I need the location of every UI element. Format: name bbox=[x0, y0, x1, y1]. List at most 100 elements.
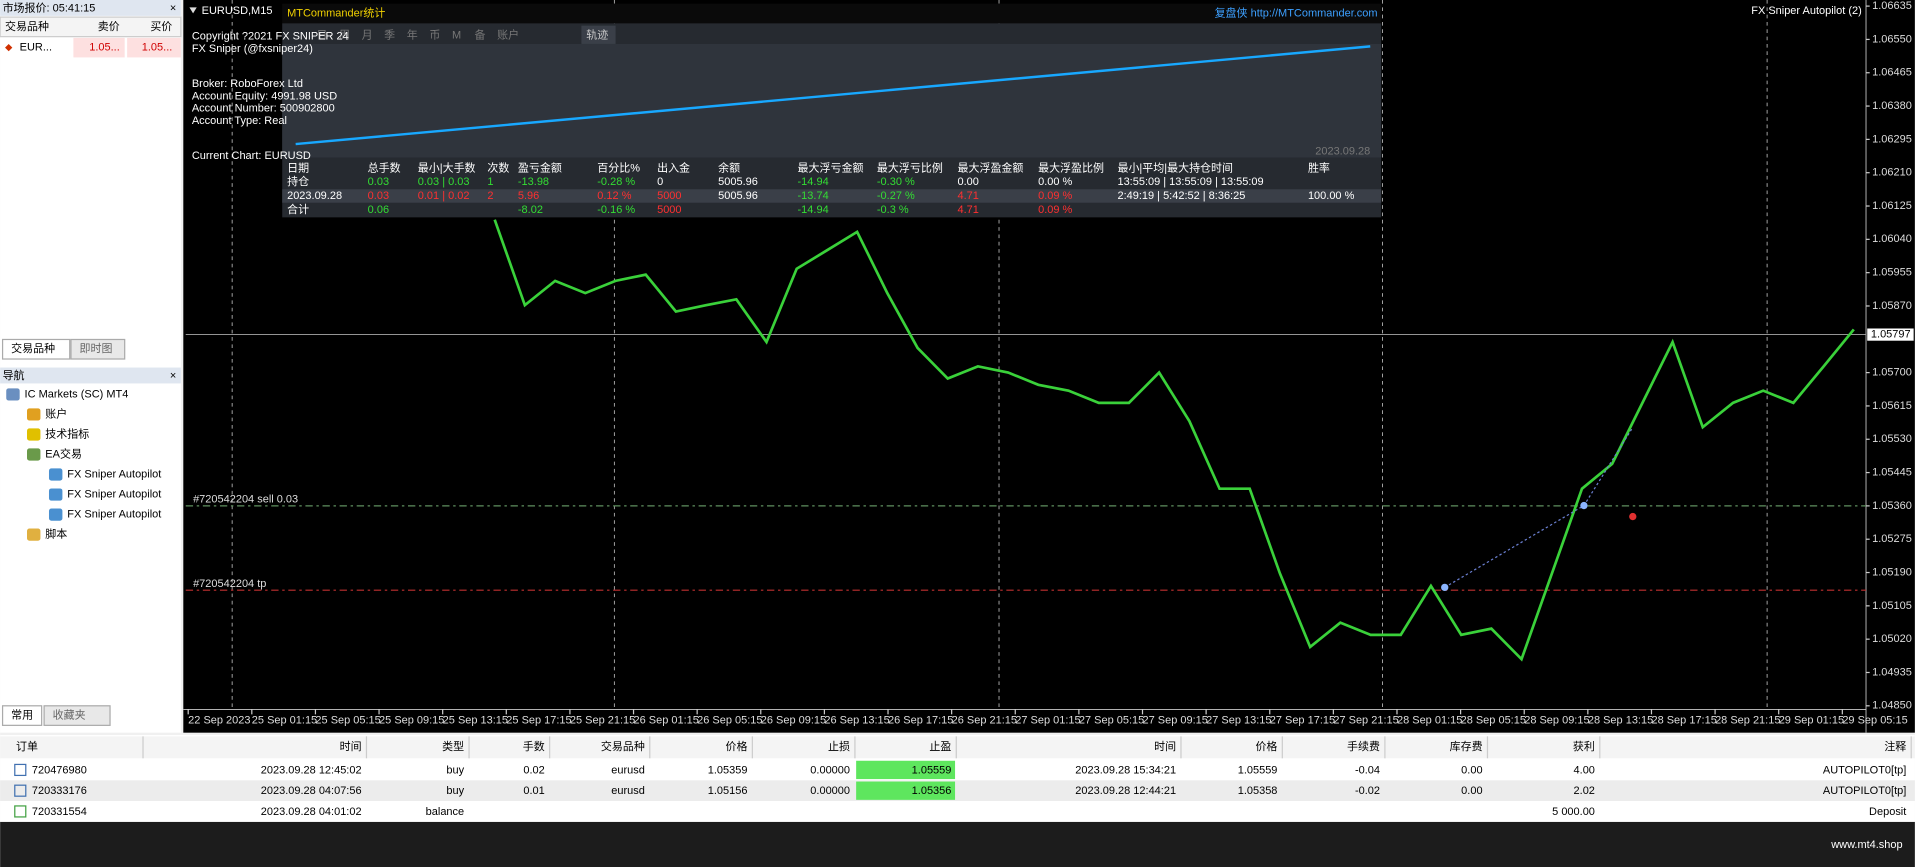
terminal-cell: 0.00 bbox=[1461, 764, 1482, 776]
nav-item[interactable]: 技术指标 bbox=[45, 426, 89, 440]
nav-item[interactable]: FX Sniper Autopilot bbox=[67, 468, 161, 480]
y-tick-label: 1.06125 bbox=[1872, 200, 1912, 212]
panel-tab[interactable] bbox=[1, 338, 71, 360]
curve-date: 2023.09.28 bbox=[1315, 145, 1370, 157]
terminal-header-label[interactable]: 价格 bbox=[1255, 739, 1277, 753]
terminal-row[interactable] bbox=[0, 801, 1915, 822]
period-tab[interactable]: 备 bbox=[475, 27, 486, 41]
terminal-cell: -0.02 bbox=[1355, 785, 1380, 797]
stats-header: 胜率 bbox=[1308, 160, 1330, 174]
terminal-header-label[interactable]: 类型 bbox=[442, 739, 464, 753]
nav-item[interactable]: FX Sniper Autopilot bbox=[67, 508, 161, 520]
close-btn[interactable]: × bbox=[170, 2, 176, 14]
terminal-cell: 0.02 bbox=[523, 764, 544, 776]
stats-cell: -13.74 bbox=[798, 190, 829, 202]
period-tab[interactable]: 币 bbox=[429, 28, 440, 41]
x-tick-label: 25 Sep 17:15 bbox=[506, 714, 571, 726]
period-tab[interactable]: 季 bbox=[384, 28, 395, 41]
tp-cell bbox=[856, 760, 956, 780]
panel-tab[interactable] bbox=[43, 705, 111, 726]
nav-item[interactable]: 账户 bbox=[45, 406, 67, 420]
stats-cell: 13:55:09 | 13:55:09 | 13:55:09 bbox=[1117, 176, 1263, 188]
period-tab[interactable]: 年 bbox=[407, 27, 418, 41]
stats-cell: 1 bbox=[487, 176, 493, 188]
stats-header: 最小|平均|最大持仓时间 bbox=[1117, 160, 1233, 174]
x-tick-label: 25 Sep 01:15 bbox=[252, 714, 317, 726]
stats-cell: 0.09 % bbox=[1038, 204, 1072, 216]
stats-cell: 持仓 bbox=[287, 174, 309, 188]
terminal-cell: -0.04 bbox=[1355, 764, 1380, 776]
terminal-header-label[interactable]: 订单 bbox=[16, 740, 38, 753]
terminal-header-label[interactable]: 手续费 bbox=[1347, 739, 1380, 753]
x-tick-label: 28 Sep 17:15 bbox=[1651, 714, 1716, 726]
period-tab[interactable]: 日 bbox=[316, 29, 327, 41]
period-tab[interactable]: 账户 bbox=[497, 27, 519, 41]
equity-curve bbox=[295, 45, 1371, 146]
x-tick-label: 27 Sep 13:15 bbox=[1206, 714, 1271, 726]
y-tick-label: 1.05445 bbox=[1872, 466, 1912, 478]
stats-link: 复盘侠 http://MTCommander.com bbox=[1215, 5, 1378, 19]
terminal-cell: 1.05559 bbox=[912, 764, 952, 776]
nav-icon bbox=[48, 488, 63, 501]
stats-cell: -0.30 % bbox=[877, 176, 915, 188]
terminal-header-label[interactable]: 库存费 bbox=[1450, 739, 1483, 753]
panel-title: 市场报价: 05:41:15 bbox=[3, 0, 96, 14]
terminal-cell: 0.00 bbox=[1461, 785, 1482, 797]
left-panel bbox=[0, 0, 181, 733]
terminal-header-label[interactable]: 注释 bbox=[1884, 739, 1906, 753]
stats-cell: 100.00 % bbox=[1308, 190, 1355, 202]
terminal-cell: 1.05156 bbox=[708, 785, 748, 797]
terminal-header-label[interactable]: 时间 bbox=[1154, 740, 1176, 753]
chart-title: EURUSD,M15 bbox=[202, 5, 273, 17]
terminal-header-label[interactable]: 止盈 bbox=[929, 740, 951, 753]
y-tick-label: 1.06380 bbox=[1872, 100, 1912, 112]
terminal-row[interactable] bbox=[0, 759, 1915, 781]
account-info: Broker: RoboForex Ltd bbox=[192, 78, 303, 90]
terminal-cell: 1.05358 bbox=[1238, 785, 1278, 797]
panel-tab[interactable] bbox=[1, 705, 43, 726]
account-info: Current Chart: EURUSD bbox=[192, 150, 311, 162]
nav-item[interactable]: FX Sniper Autopilot bbox=[67, 488, 161, 500]
period-tab[interactable]: M bbox=[452, 29, 461, 41]
nav-icon bbox=[6, 388, 20, 401]
panel-tab[interactable] bbox=[70, 338, 126, 360]
y-tick-label: 1.06040 bbox=[1872, 233, 1912, 245]
terminal-header-label[interactable]: 价格 bbox=[725, 739, 747, 753]
x-tick-label: 27 Sep 17:15 bbox=[1270, 714, 1335, 726]
terminal-header-label[interactable]: 获利 bbox=[1573, 740, 1595, 753]
period-tab[interactable]: 周 bbox=[339, 28, 350, 41]
stats-cell: 0 bbox=[657, 176, 663, 188]
order-icon bbox=[14, 784, 27, 797]
terminal-header-label[interactable]: 止损 bbox=[828, 739, 850, 753]
stats-cell: 0.03 | 0.03 bbox=[418, 176, 470, 188]
close-btn[interactable]: × bbox=[170, 370, 176, 382]
terminal-header-label[interactable]: 时间 bbox=[340, 740, 362, 753]
x-tick-label: 26 Sep 01:15 bbox=[634, 714, 699, 726]
terminal-header-label[interactable]: 交易品种 bbox=[601, 739, 645, 753]
terminal-cell: 2023.09.28 04:07:56 bbox=[261, 785, 362, 797]
terminal-row[interactable] bbox=[0, 780, 1915, 802]
y-tick-label: 1.04850 bbox=[1872, 700, 1912, 712]
stats-header: 出入金 bbox=[657, 160, 690, 174]
x-tick-label: 26 Sep 13:15 bbox=[824, 714, 889, 726]
y-tick-label: 1.06210 bbox=[1872, 167, 1912, 179]
x-tick-label: 27 Sep 05:15 bbox=[1079, 714, 1144, 726]
account-info: FX Sniper (@fxsniper24) bbox=[192, 43, 313, 55]
x-tick-label: 25 Sep 09:15 bbox=[379, 714, 444, 726]
terminal-header-label[interactable]: 手数 bbox=[523, 739, 545, 753]
nav-item[interactable]: 脚本 bbox=[45, 527, 67, 541]
panel-tab-label: 收藏夹 bbox=[53, 707, 86, 721]
nav-item[interactable]: EA交易 bbox=[45, 446, 82, 460]
x-tick-label: 27 Sep 09:15 bbox=[1143, 714, 1208, 726]
track-btn[interactable] bbox=[581, 25, 616, 44]
y-tick-label: 1.05105 bbox=[1872, 600, 1912, 612]
x-tick-label: 28 Sep 01:15 bbox=[1397, 714, 1462, 726]
order-icon bbox=[14, 805, 27, 818]
mw-ask-text: 1.05... bbox=[142, 42, 173, 54]
nav-item[interactable]: IC Markets (SC) MT4 bbox=[25, 388, 129, 400]
mw-bid bbox=[73, 37, 125, 58]
period-tab[interactable]: 月 bbox=[362, 29, 373, 41]
stats-cell: -14.94 bbox=[798, 204, 829, 216]
x-tick-label: 27 Sep 21:15 bbox=[1333, 714, 1398, 726]
nav-icon bbox=[27, 408, 41, 421]
